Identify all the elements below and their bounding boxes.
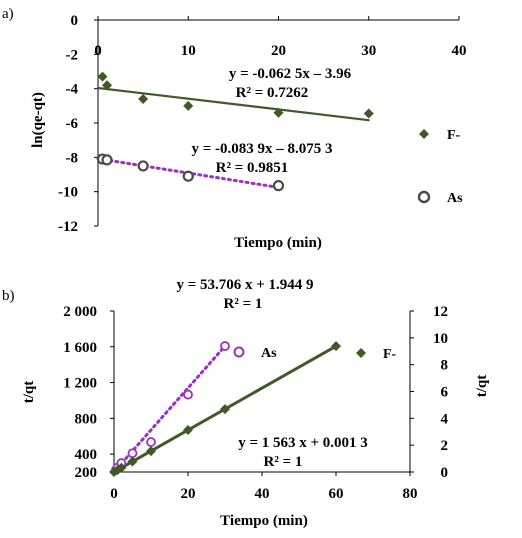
panel-b-y2-tick-label: 8 [441,358,449,374]
panel-a-label: a) [2,6,14,22]
panel-b-x-tick-label: 0 [110,486,118,502]
panel-b-legend: As F- [233,346,397,362]
panel-b-y2-tick-label: 10 [433,331,448,347]
panel-a-y-tick-label: -10 [58,185,78,201]
panel-b-as-r2: R² = 1 [224,296,263,312]
panel-b-x-axis-title: Tiempo (min) [220,513,308,529]
panel-b-point-as [220,341,230,351]
panel-a-y-tick-label: -6 [66,116,79,132]
panel-a-as-r2: R² = 0.9851 [216,160,289,176]
panel-b-x-tick-label: 80 [403,486,418,502]
panel-b-x-tick-label: 20 [181,486,196,502]
panel-a-point-f [102,80,113,91]
panel-b: b) 0 20 40 60 80 200 400 800 1 200 1 600 2 000 0 2 4 6… [2,277,490,529]
panel-a-y-tick-label: -2 [66,47,79,63]
panel-a-as-equation: y = -0.083 9x – 8.075 3 [191,141,332,157]
panel-b-x-tick-label: 60 [329,486,344,502]
panel-a-y-tick-label: -4 [66,82,79,98]
panel-a-point-f [363,108,374,119]
panel-a-f-equation: y = -0.062 5x – 3.96 [229,66,352,82]
panel-b-point-f [220,404,230,415]
panel-a-point-f [183,100,194,111]
panel-b-point-f [146,446,156,457]
panel-b-f-equation: y = 1 563 x + 0.001 3 [238,435,368,451]
panel-b-point-f [127,456,138,467]
panel-a-f-r2: R² = 0.7262 [236,85,309,101]
panel-a-trendline-0 [96,86,370,122]
panel-a-y-tick-label: -8 [66,150,79,166]
panel-b-point-as [146,437,156,447]
panel-b-axes: 0 20 40 60 80 200 400 800 1 200 1 600 2 000 0 2 4 6 8 10… [63,304,448,502]
panel-a-point-as [182,170,194,182]
panel-b-legend-f-label: F- [383,347,397,362]
panel-a-point-f [138,93,149,104]
panel-a-points [96,71,374,192]
panel-a-x-tick-label: 20 [271,43,286,59]
panel-b-y-axis-title: t/qt [21,381,37,404]
panel-a-x-tick-label: 40 [452,43,467,59]
panel-a-x-tick-label: 10 [181,43,196,59]
panel-a-legend-f-marker [419,129,429,139]
panel-a-x-tick-label: 30 [361,43,376,59]
panel-b-y-tick-label: 400 [75,447,98,463]
panel-b-y-tick-label: 1 600 [63,340,97,356]
panel-b-y2-tick-label: 2 [441,438,449,454]
panel-b-y2-tick-label: 4 [441,411,449,427]
panel-a-y-axis-title: ln(qe-qt) [30,92,46,148]
panel-a-y-tick-label: 0 [71,13,79,29]
panel-a-x-tick-label: 0 [94,43,102,59]
panel-a-point-f [273,107,284,118]
panel-b-y-tick-label: 200 [75,465,98,481]
panel-b-y-tick-label: 800 [75,411,98,427]
panel-b-f-r2: R² = 1 [264,454,303,470]
panel-b-label: b) [2,288,15,304]
panel-b-legend-f-marker [356,348,366,358]
panel-b-point-f [116,462,127,473]
panel-b-point-as [183,389,193,400]
panel-b-x-tick-label: 40 [255,486,270,502]
panel-b-y2-tick-label: 0 [441,465,449,481]
panel-a-point-as [272,180,285,192]
panel-b-points [109,341,341,477]
panel-b-as-equation: y = 53.706 x + 1.944 9 [176,277,313,293]
panel-a-axes: 0 10 20 30 40 0 -2 -4 -6 -8 -10 -12 [58,13,467,235]
panel-b-y2-tick-label: 6 [441,385,449,401]
panel-a-point-as [137,160,149,172]
panel-b-y2-tick-label: 12 [433,304,448,320]
panel-b-y2-axis-title: t/qt [474,375,490,398]
panel-a: a) 0 10 20 30 40 0 -2 -4 -6 -8 -10 -12 ln(qe-qt) Ti… [2,6,467,251]
panel-b-y-tick-label: 1 200 [63,376,97,392]
panel-b-legend-as-label: As [261,346,277,361]
panel-b-trendline-0 [112,344,227,474]
panel-a-y-tick-label: -12 [58,219,78,235]
panel-a-point-as [101,154,113,166]
panel-b-y-tick-label: 2 000 [63,304,97,320]
panel-b-point-f [183,425,193,436]
panel-a-legend-as-marker [417,190,431,204]
panel-a-legend-f-label: F- [447,128,461,143]
panel-a-legend: F- As [417,128,463,206]
panel-b-legend-as-marker [233,346,245,358]
panel-a-legend-as-label: As [447,191,463,206]
panel-b-point-as [127,448,138,459]
panel-a-point-f [97,71,108,82]
panel-b-point-f [331,341,341,352]
panel-a-x-axis-title: Tiempo (min) [234,235,322,251]
